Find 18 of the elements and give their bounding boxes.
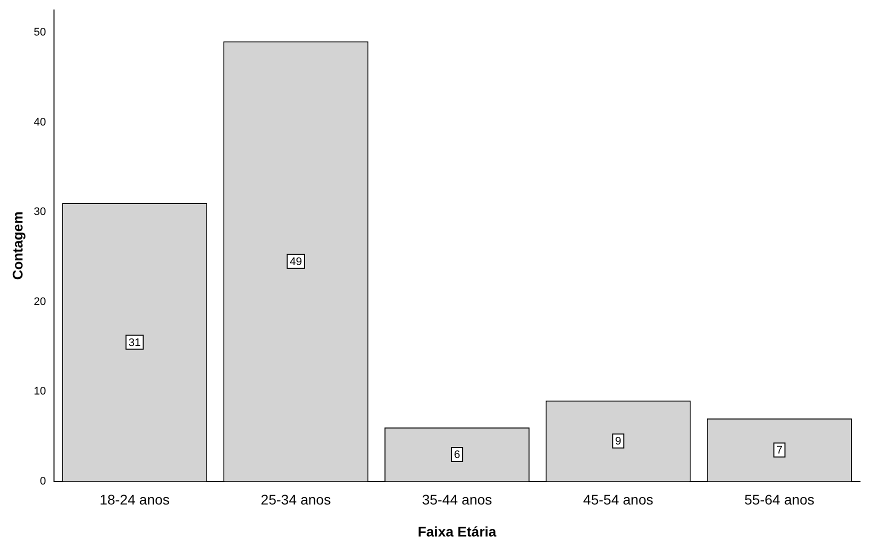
- data-label: 49: [290, 256, 302, 268]
- x-tick-label: 45-54 anos: [583, 492, 654, 508]
- x-tick-label: 55-64 anos: [744, 492, 814, 508]
- x-tick-label: 35-44 anos: [422, 492, 492, 508]
- y-tick-label: 0: [40, 475, 46, 488]
- y-tick-label: 10: [34, 386, 46, 398]
- y-tick-label: 40: [34, 116, 46, 128]
- y-tick-label: 20: [34, 296, 46, 308]
- y-axis-title: Contagem: [9, 211, 26, 280]
- data-label: 6: [454, 448, 460, 461]
- y-tick-label: 50: [34, 26, 46, 38]
- x-tick-label: 18-24 anos: [100, 492, 170, 508]
- x-tick-label: 25-34 anos: [260, 492, 331, 508]
- data-label: 7: [776, 444, 782, 457]
- x-axis-title: Faixa Etária: [418, 523, 497, 540]
- y-tick-label: 30: [34, 206, 46, 218]
- data-label: 9: [615, 436, 622, 448]
- data-label: 31: [128, 336, 141, 349]
